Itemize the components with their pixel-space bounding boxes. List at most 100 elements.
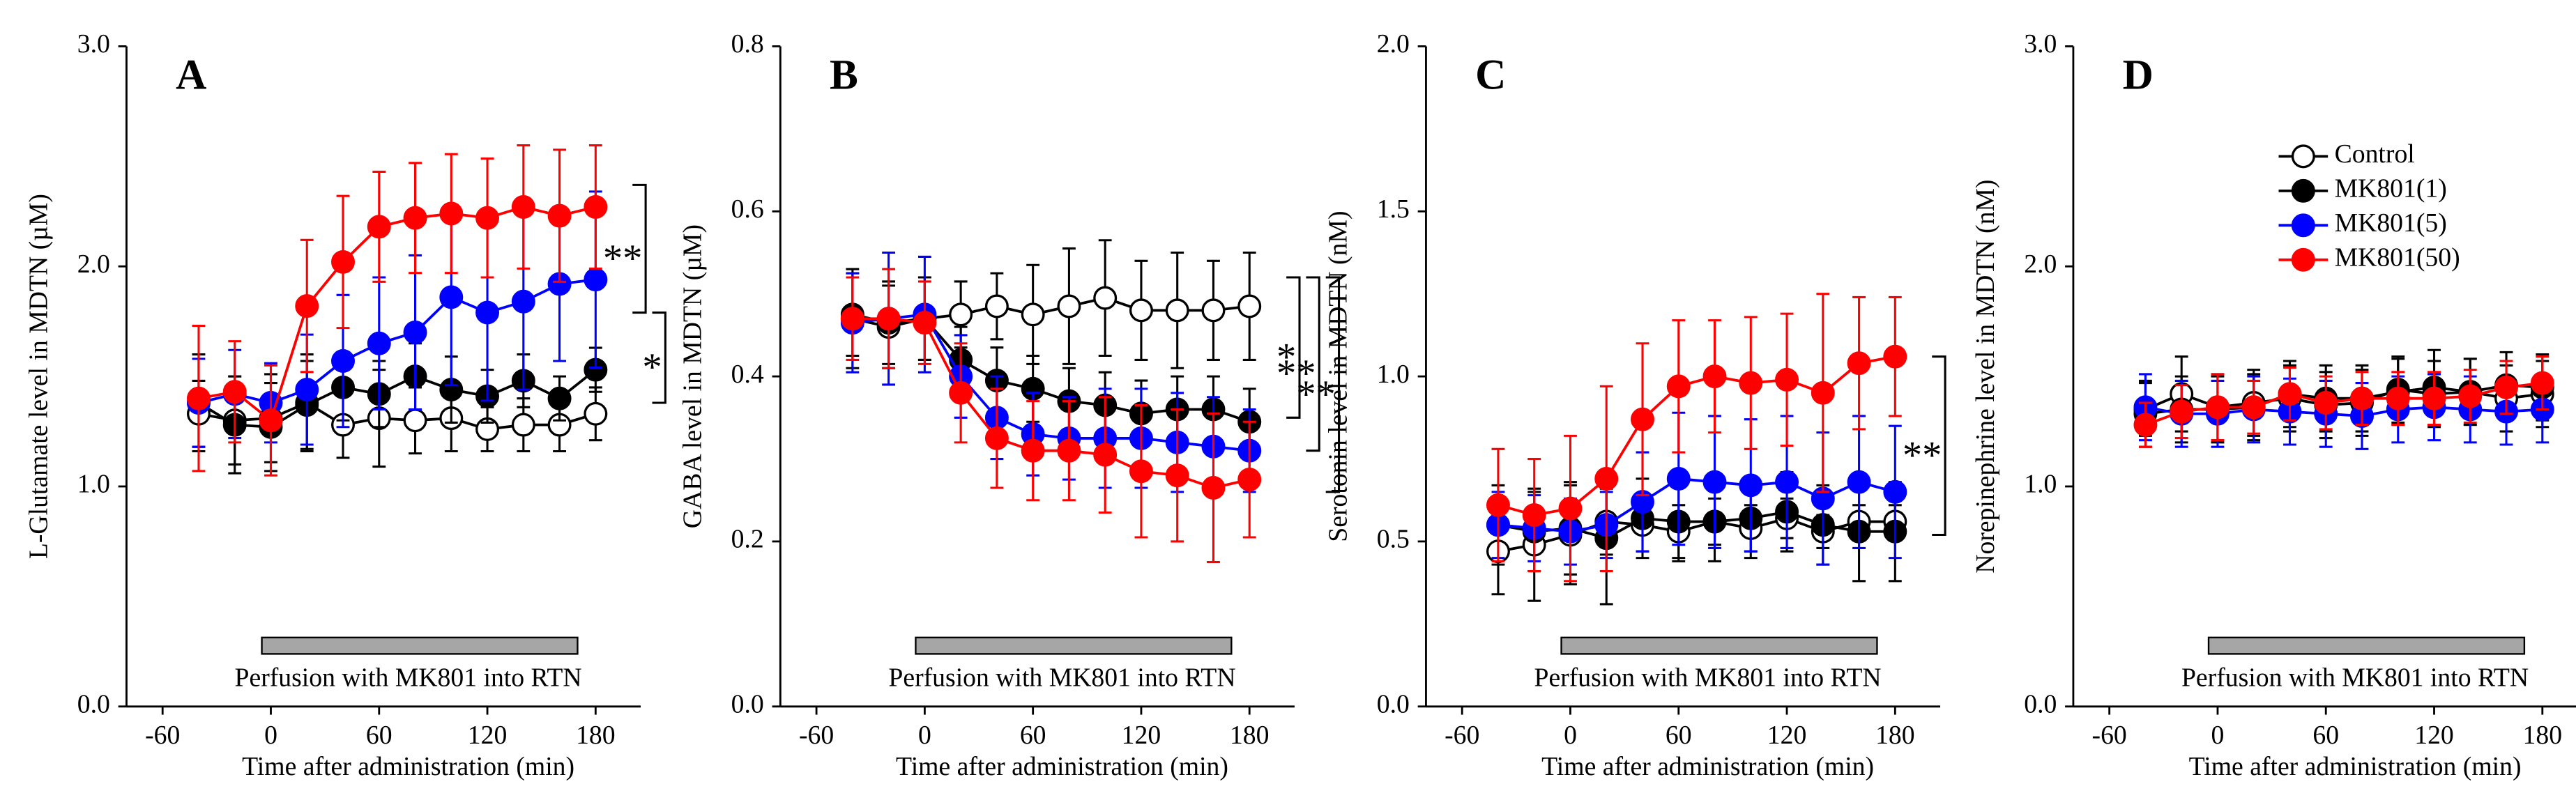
x-tick-label: 120 — [1767, 721, 1807, 750]
marker — [295, 294, 319, 318]
marker — [331, 349, 355, 373]
marker — [1883, 479, 1907, 504]
marker — [913, 311, 937, 335]
significance-mark: ** — [1276, 352, 1316, 395]
marker — [367, 331, 391, 355]
marker — [439, 285, 464, 309]
perfusion-bar — [2207, 636, 2526, 655]
x-axis-label: Time after administration (min) — [896, 752, 1228, 781]
significance-mark: ** — [1903, 433, 1942, 477]
marker — [1558, 496, 1583, 521]
marker — [1129, 298, 1153, 323]
x-tick-label: 180 — [1230, 721, 1270, 750]
marker — [2494, 375, 2519, 399]
panel-label: A — [176, 52, 206, 99]
bracket — [632, 183, 647, 314]
marker — [475, 300, 500, 325]
marker — [295, 378, 319, 402]
x-axis-label: Time after administration (min) — [1541, 752, 1874, 781]
marker — [403, 320, 427, 344]
y-axis-label: GABA level in MDTN (µM) — [678, 224, 707, 528]
y-tick-label: 0.0 — [731, 689, 764, 718]
panel-label: B — [830, 52, 858, 99]
series-line — [1497, 516, 1896, 553]
significance-mark: ** — [1296, 373, 1336, 416]
bracket — [1306, 276, 1320, 452]
marker — [1847, 351, 1871, 376]
y-axis-label: L-Glutamate level in MDTN (µM) — [24, 194, 54, 559]
marker — [949, 381, 973, 405]
marker — [1021, 302, 1045, 327]
marker — [840, 307, 864, 331]
marker — [511, 195, 535, 219]
marker — [2350, 386, 2374, 410]
marker — [984, 294, 1009, 318]
panel-label: C — [1475, 52, 1506, 99]
legend-marker — [2291, 144, 2315, 169]
marker — [475, 206, 500, 230]
marker — [511, 289, 535, 314]
y-tick-label: 1.0 — [77, 470, 110, 499]
x-tick-label: -60 — [2092, 721, 2127, 750]
x-axis-label: Time after administration (min) — [242, 752, 574, 781]
x-tick-label: 180 — [1875, 721, 1915, 750]
marker — [1522, 503, 1546, 528]
x-tick-label: 120 — [468, 721, 508, 750]
significance-mark: * — [1276, 336, 1296, 379]
legend-marker — [2291, 178, 2315, 203]
legend-label: MK801(5) — [2335, 208, 2447, 238]
perfusion-bar — [915, 636, 1233, 655]
marker — [1775, 367, 1799, 392]
y-tick-label: 0.0 — [1377, 689, 1410, 718]
marker — [1093, 286, 1118, 310]
marker — [1775, 470, 1799, 494]
x-axis-label: Time after administration (min) — [2189, 752, 2522, 781]
series-line — [1497, 510, 1896, 540]
y-axis-label: Norepinephrine level in MDTN (nM) — [1971, 180, 2000, 574]
marker — [2241, 395, 2266, 420]
marker — [222, 380, 247, 404]
marker — [1739, 473, 1763, 498]
x-tick-label: 120 — [1122, 721, 1161, 750]
marker — [547, 386, 572, 410]
panel-label: D — [2123, 52, 2154, 99]
legend-marker — [2291, 247, 2315, 272]
marker — [1093, 443, 1118, 467]
marker — [1201, 298, 1226, 323]
marker — [1201, 476, 1226, 500]
marker — [1702, 470, 1727, 494]
x-tick-label: 0 — [264, 721, 277, 750]
marker — [1057, 438, 1081, 463]
series-line — [852, 313, 1250, 424]
y-tick-label: 0.5 — [1377, 525, 1410, 554]
marker — [584, 195, 608, 219]
marker — [2133, 413, 2158, 437]
legend-label: MK801(50) — [2335, 243, 2460, 272]
y-tick-label: 3.0 — [2024, 29, 2057, 59]
marker — [2314, 391, 2338, 415]
series-line — [852, 313, 1250, 452]
marker — [984, 426, 1009, 450]
y-tick-label: 3.0 — [77, 29, 110, 59]
series-line — [852, 317, 1250, 489]
marker — [2205, 395, 2230, 420]
marker — [2386, 386, 2410, 410]
x-tick-label: 180 — [2523, 721, 2563, 750]
marker — [259, 408, 283, 433]
bracket — [1286, 276, 1301, 419]
legend-label: MK801(1) — [2335, 174, 2447, 203]
marker — [1631, 407, 1654, 431]
y-axis-label: Serotonin level in MDTN (nM) — [1324, 211, 1353, 542]
marker — [584, 401, 608, 426]
x-tick-label: 0 — [2211, 721, 2225, 750]
bracket — [1325, 276, 1341, 493]
x-tick-label: 60 — [366, 721, 393, 750]
marker — [1739, 371, 1763, 395]
marker — [1057, 294, 1081, 318]
x-tick-label: 0 — [918, 721, 931, 750]
perfusion-label: Perfusion with MK801 into RTN — [1534, 663, 1882, 693]
x-tick-label: -60 — [799, 721, 834, 750]
marker — [1594, 466, 1619, 491]
